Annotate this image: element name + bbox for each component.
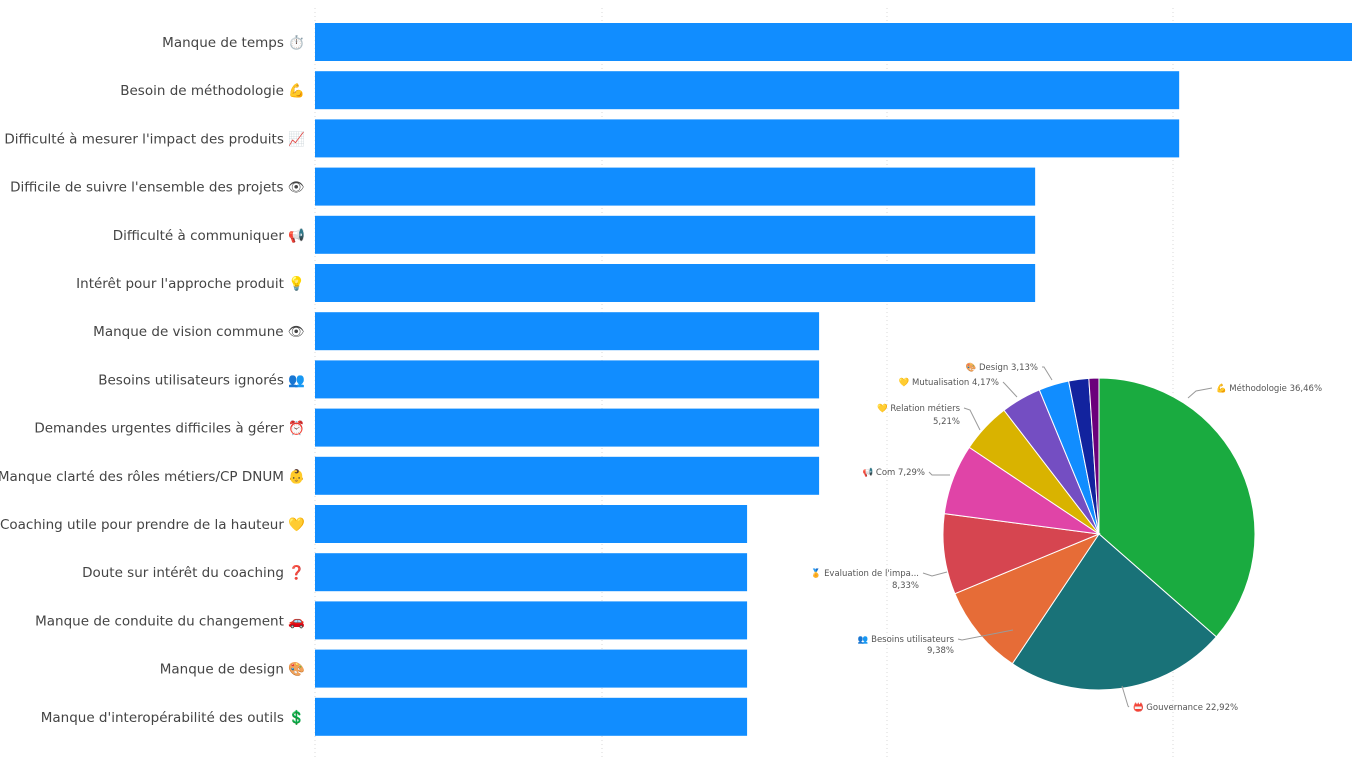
pie-slice[interactable] xyxy=(1011,533,1218,691)
bar[interactable] xyxy=(315,71,1180,110)
category-label: Doute sur intérêt du coaching ❓ xyxy=(82,564,305,581)
bar[interactable] xyxy=(315,167,1036,206)
category-label: Difficile de suivre l'ensemble des proje… xyxy=(10,180,305,196)
leader-line xyxy=(957,629,1014,641)
category-label: Difficulté à communiquer 📢 xyxy=(113,227,306,244)
category-label: Coaching utile pour prendre de la hauteu… xyxy=(0,517,305,533)
bar[interactable] xyxy=(315,119,1180,158)
slice-value-label: 5,21% xyxy=(933,417,960,427)
slice-label: 📢 Com 7,29% xyxy=(863,467,925,478)
leader-line xyxy=(928,471,950,476)
bar[interactable] xyxy=(315,697,748,736)
bar[interactable] xyxy=(315,505,748,543)
slice-value-label: 9,38% xyxy=(927,646,954,656)
category-label: Manque de design 🎨 xyxy=(160,661,305,678)
category-label: Manque de vision commune 👁 xyxy=(93,324,305,340)
leader-line xyxy=(1187,387,1213,399)
category-label: Demandes urgentes difficiles à gérer ⏰ xyxy=(34,420,305,437)
category-label: Intérêt pour l'approche produit 💡 xyxy=(76,275,305,292)
pie-slice[interactable] xyxy=(1088,377,1100,535)
bar[interactable] xyxy=(315,312,820,351)
category-label: Manque de temps ⏱️ xyxy=(162,34,305,51)
bar[interactable] xyxy=(315,601,748,640)
category-label: Difficulté à mesurer l'impact des produi… xyxy=(4,130,305,147)
bar[interactable] xyxy=(315,408,820,447)
bar[interactable] xyxy=(315,23,1352,61)
slice-label: 🎨 Design 3,13% xyxy=(966,362,1038,373)
category-label: Besoin de méthodologie 💪 xyxy=(120,82,305,99)
pie-slice[interactable] xyxy=(1098,377,1256,638)
slice-label: 💛 Mutualisation 4,17% xyxy=(899,377,999,388)
bar[interactable] xyxy=(315,649,748,688)
pie-chart-labels: 💪 Méthodologie 36,46% 📛 Gouvernance 22,92… xyxy=(811,362,1322,713)
leader-line xyxy=(1042,366,1053,381)
pie-chart xyxy=(942,377,1256,691)
category-label: Manque d'interopérabilité des outils 💲 xyxy=(41,709,305,726)
slice-label: 📛 Gouvernance 22,92% xyxy=(1133,702,1238,713)
bar[interactable] xyxy=(315,360,820,399)
category-label: Manque clarté des rôles métiers/CP DNUM … xyxy=(0,468,305,485)
pie-slice[interactable] xyxy=(954,532,1101,665)
leader-line xyxy=(963,407,981,431)
slice-label: 👥 Besoins utilisateurs xyxy=(858,635,955,645)
bar[interactable] xyxy=(315,456,820,495)
leader-line xyxy=(1002,381,1018,398)
bar[interactable] xyxy=(315,215,1036,254)
leader-line xyxy=(1121,685,1130,708)
bar-chart: Manque de temps ⏱️ Besoin de méthodologie… xyxy=(0,23,1352,736)
bar[interactable] xyxy=(315,553,748,592)
category-label: Besoins utilisateurs ignorés 👥 xyxy=(98,372,305,388)
slice-label: 🏅 Evaluation de l'impa... xyxy=(811,568,919,579)
slice-label: 💪 Méthodologie 36,46% xyxy=(1216,383,1322,394)
leader-line xyxy=(922,571,948,577)
slice-value-label: 8,33% xyxy=(892,581,919,591)
bar[interactable] xyxy=(315,264,1036,302)
slice-label: 💛 Relation métiers xyxy=(877,403,961,414)
category-label: Manque de conduite du changement 🚗 xyxy=(35,613,305,629)
